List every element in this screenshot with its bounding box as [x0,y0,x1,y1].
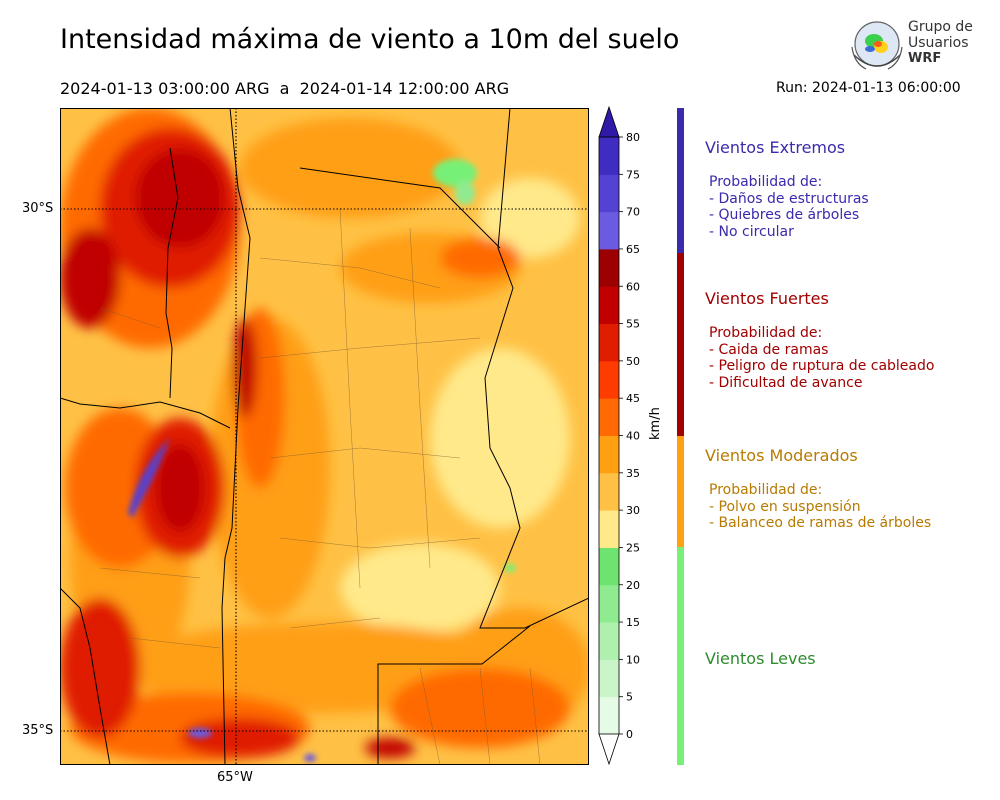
desc-line: - Daños de estructuras [709,190,869,207]
colorbar-tick-label: 10 [626,653,640,666]
colorbar-tick-label: 65 [626,243,640,256]
colorbar-tick-label: 25 [626,541,640,554]
colorbar-segment [599,584,619,623]
wind-speed-map [60,108,589,765]
colorbar-tick-label: 30 [626,504,640,517]
category-moderate-desc: Probabilidad de: - Polvo en suspensión -… [705,482,931,532]
category-bar [677,108,684,765]
colorbar-segment [599,211,619,250]
desc-line: Probabilidad de: [709,482,823,498]
category-bar-strong [677,253,684,436]
colorbar-tick-label: 70 [626,206,640,219]
wind-field [60,108,589,763]
category-extreme: Vientos Extremos Probabilidad de: - Daño… [705,138,869,240]
category-strong: Vientos Fuertes Probabilidad de: - Caida… [705,289,934,391]
desc-line: - Balanceo de ramas de árboles [709,515,932,531]
logo-line-2: Usuarios [908,35,969,51]
colorbar-tick-label: 60 [626,280,640,293]
desc-line: - Dificultad de avance [709,374,863,391]
category-strong-desc: Probabilidad de: - Caida de ramas - Peli… [705,325,934,391]
colorbar-segment [599,323,619,362]
colorbar-tick-label: 50 [626,355,640,368]
colorbar-segment [599,472,619,511]
desc-line: - Peligro de ruptura de cableado [709,358,935,374]
category-moderate: Vientos Moderados Probabilidad de: - Pol… [705,446,931,532]
colorbar-segment [599,547,619,586]
wrf-logo: Grupo de Usuarios WRF [848,17,973,75]
graticule [60,108,589,765]
colorbar-tick-label: 75 [626,168,640,181]
category-light-title: Vientos Leves [705,649,816,668]
colorbar-tick-label: 40 [626,430,640,443]
colorbar: 0 5 10 15 20 25 30 35 40 45 50 55 60 65 70 75 80 [598,105,640,766]
colorbar-segment [599,174,619,213]
colorbar-segment [599,398,619,436]
colorbar-segment [599,435,619,474]
colorbar-segment [599,696,619,735]
colorbar-extend-high [598,105,620,138]
department-borders [99,207,541,765]
map-title: Intensidad máxima de viento a 10m del su… [60,24,680,55]
map-frame [60,108,589,765]
category-bar-moderate [677,436,684,547]
category-bar-extreme [677,108,684,253]
category-light: Vientos Leves [705,649,816,668]
colorbar-tick-label: 20 [626,579,640,592]
lat-label-30s: 30°S [22,201,54,216]
light-wind-patches [433,159,516,572]
desc-line: - No circular [709,223,794,240]
category-moderate-title: Vientos Moderados [705,446,858,465]
colorbar-segment [599,360,619,399]
colorbar-segment [599,137,619,175]
desc-line: - Quiebres de árboles [709,207,860,223]
desc-line: Probabilidad de: [709,325,823,341]
colorbar-tick-label: 55 [626,318,640,331]
colorbar-segment [599,659,619,698]
run-timestamp: Run: 2024-01-13 06:00:00 [776,80,961,96]
extreme-wind-cores [128,438,316,762]
colorbar-extend-low [598,733,620,766]
colorbar-tick-label: 35 [626,467,640,480]
colorbar-segment [599,286,619,325]
colorbar-tick-label: 80 [626,131,640,144]
logo-line-1: Grupo de [908,19,973,35]
desc-line: - Polvo en suspensión [709,498,861,515]
colorbar-segment [599,510,619,548]
globe-logo-icon [851,21,903,70]
colorbar-tick-label: 45 [626,392,640,405]
colorbar-segment [599,248,619,287]
category-extreme-desc: Probabilidad de: - Daños de estructuras … [705,174,869,240]
colorbar-tick-label: 5 [626,691,633,704]
colorbar-tick-label: 0 [626,728,633,741]
category-strong-title: Vientos Fuertes [705,289,829,308]
logo-text: Grupo de Usuarios WRF [908,19,973,67]
colorbar-unit-label: km/h [648,407,663,440]
colorbar-tick-label: 15 [626,616,640,629]
province-borders [60,108,589,765]
logo-line-3: WRF [908,51,942,66]
desc-line: - Caida de ramas [709,341,829,358]
lon-label-65w: 65°W [217,770,253,785]
desc-line: Probabilidad de: [709,174,823,190]
lat-label-35s: 35°S [22,723,54,738]
category-extreme-title: Vientos Extremos [705,138,846,157]
category-bar-light [677,547,684,765]
colorbar-segment [599,622,619,660]
forecast-period: 2024-01-13 03:00:00 ARG a 2024-01-14 12:… [60,79,510,98]
